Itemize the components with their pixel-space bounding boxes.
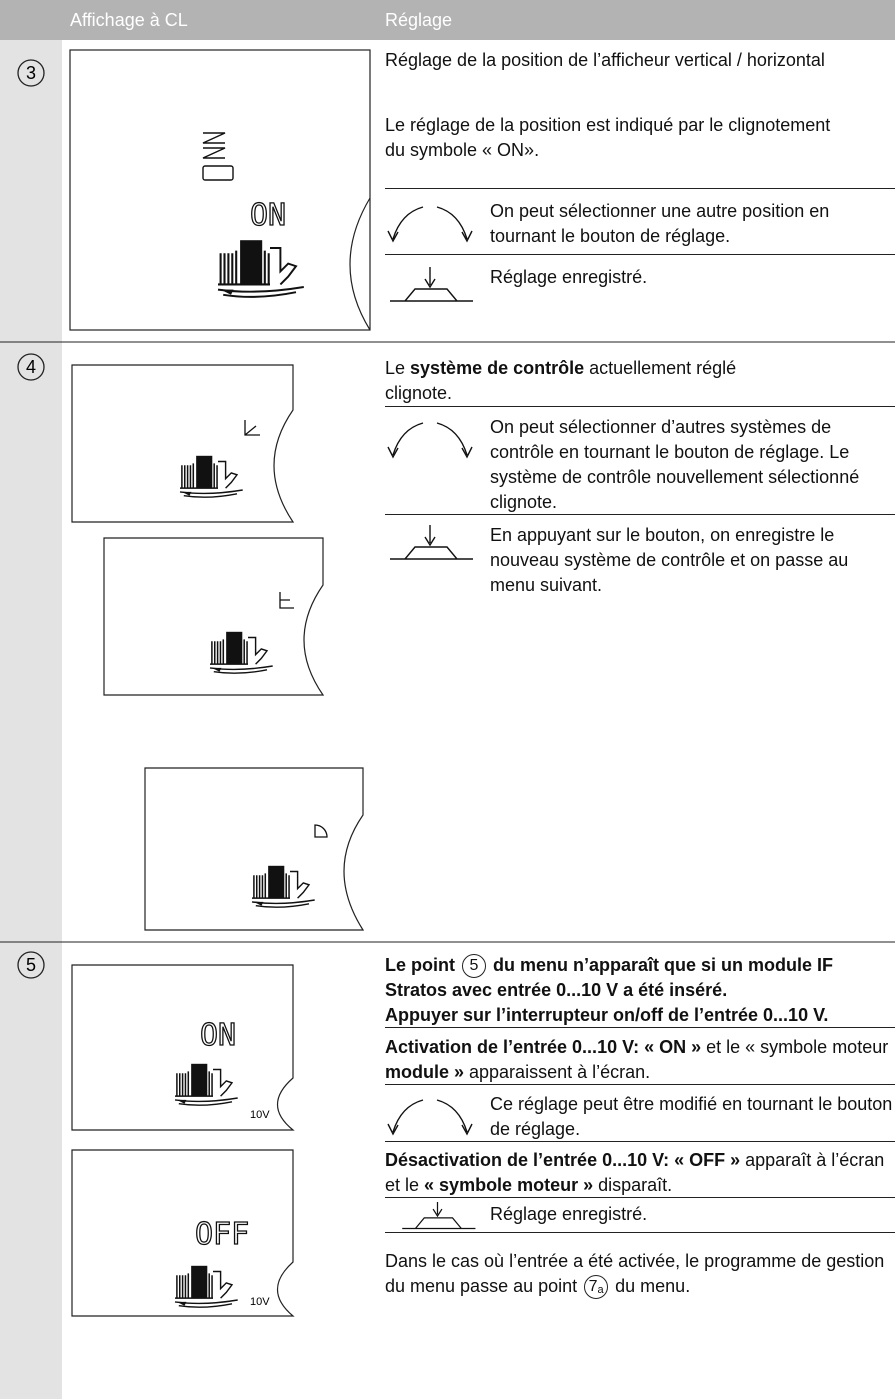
turn-action: On peut sélectionner d’autres systèmes d… — [385, 407, 895, 515]
setting-cell: Le système de contrôle actuellement régl… — [385, 342, 895, 942]
text: apparaissent à l’écran. — [464, 1062, 651, 1082]
column-header: Affichage à CL — [70, 10, 188, 30]
action-text: Réglage enregistré. — [490, 1204, 648, 1224]
press-action: Réglage enregistré. — [385, 1198, 895, 1233]
text: actuellement réglé clignote. — [385, 358, 737, 403]
paragraph: Le réglage de la position est indiqué pa… — [385, 113, 895, 189]
turn-action: Ce réglage peut être modifié en tournant… — [385, 1085, 895, 1142]
paragraph: Réglage de la position de l’afficheur ve… — [385, 50, 825, 70]
lcd-text: OFF — [195, 1217, 249, 1252]
lcd-label: 10V — [250, 1296, 270, 1308]
text: Le — [385, 358, 411, 378]
setting-cell: Le point 5 du menu n’apparaît que si un … — [385, 942, 895, 1399]
text: du menu. — [610, 1276, 691, 1296]
bold-text: Désactivation de l’entrée 0...10 V: « OF… — [385, 1150, 741, 1170]
press-action: En appuyant sur le bouton, on enregistre… — [385, 515, 895, 598]
press-action: Réglage enregistré. — [385, 255, 895, 310]
action-text: On peut sélectionner une autre position … — [490, 201, 830, 246]
bold-text: Le point 5 du menu n’apparaît que si un … — [385, 953, 895, 1003]
lcd-label: 10V — [250, 1109, 270, 1121]
action-text: En appuyant sur le bouton, on enregistre… — [490, 525, 849, 595]
text: Le point — [385, 955, 460, 975]
paragraph: Dans le cas où l’entrée a été activée, l… — [385, 1233, 895, 1300]
lcd-panel: OFF 10V — [71, 1149, 295, 1317]
bold-text: « symbole moteur » — [424, 1175, 594, 1195]
action-text: On peut sélectionner d’autres systèmes d… — [490, 417, 860, 512]
lcd-panel: ON 10V — [71, 964, 295, 1131]
bold-text: système de contrôle — [410, 358, 585, 378]
text: Dans le cas où l’entrée a été activée, l… — [385, 1251, 885, 1296]
step-reference: 5 — [462, 954, 486, 979]
text: et le « symbole moteur — [701, 1037, 889, 1057]
lcd-panel: ON — [69, 49, 371, 331]
step-circle — [17, 951, 45, 979]
setting-cell: Réglage de la position de l’afficheur ve… — [385, 40, 895, 342]
paragraph: Le point 5 du menu n’apparaît que si un … — [385, 942, 895, 1028]
lcd-text: ON — [200, 1018, 236, 1053]
step-circle — [17, 59, 45, 87]
turn-icon — [387, 1099, 473, 1135]
bold-text: Activation de l’entrée 0...10 V: « ON » — [385, 1037, 702, 1057]
header-bar — [0, 0, 895, 40]
bold-text: module » — [385, 1062, 465, 1082]
lcd-text: ON — [250, 198, 286, 233]
step-column — [0, 40, 62, 1399]
text: disparaît. — [593, 1175, 673, 1195]
step-reference: 7a — [584, 1275, 609, 1300]
column-header: Réglage — [385, 10, 453, 30]
paragraph: Activation de l’entrée 0...10 V: « ON » … — [385, 1028, 895, 1085]
paragraph: Désactivation de l’entrée 0...10 V: « OF… — [385, 1142, 895, 1198]
press-icon — [389, 266, 474, 302]
lcd-panel — [144, 767, 365, 931]
turn-icon — [387, 422, 473, 458]
press-icon — [389, 524, 474, 560]
lcd-panel — [103, 537, 325, 696]
action-text: Ce réglage peut être modifié en tournant… — [490, 1094, 893, 1139]
text: a — [597, 1284, 604, 1297]
turn-action: On peut sélectionner une autre position … — [385, 189, 895, 255]
text: du menu n’apparaît que si un module IF S… — [385, 955, 834, 1001]
press-icon — [401, 1202, 477, 1230]
step-circle — [17, 353, 45, 381]
bold-text: Appuyer sur l’interrupteur on/off de l’e… — [385, 1005, 829, 1026]
step-number: 5 — [26, 955, 36, 975]
step-number: 4 — [26, 357, 36, 377]
text: 7 — [588, 1278, 598, 1296]
step-number: 3 — [26, 63, 36, 83]
paragraph: Le système de contrôle actuellement régl… — [385, 342, 895, 407]
lcd-panel — [71, 364, 295, 523]
turn-icon — [387, 206, 473, 242]
text: apparaît à l’écran et le — [385, 1150, 885, 1195]
action-text: Réglage enregistré. — [490, 267, 648, 287]
